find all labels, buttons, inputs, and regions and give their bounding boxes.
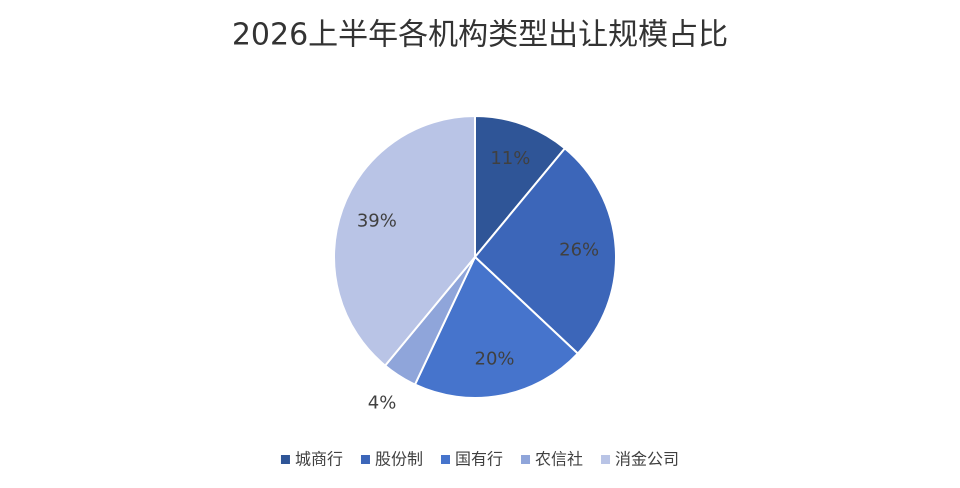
legend-label: 农信社 [535, 450, 583, 469]
chart-title: 2026上半年各机构类型出让规模占比 [232, 18, 728, 53]
data-label: 39% [357, 211, 397, 232]
data-label: 4% [368, 392, 397, 413]
data-label: 11% [490, 148, 530, 169]
legend-swatch [521, 455, 531, 464]
legend-label: 国有行 [455, 450, 503, 469]
data-label: 20% [475, 348, 515, 369]
pie-slice [333, 114, 476, 368]
pie-slice [413, 255, 580, 399]
data-label: 26% [559, 239, 599, 260]
legend-swatch [440, 455, 450, 464]
legend-label: 消金公司 [615, 450, 679, 469]
legend-label: 城商行 [295, 450, 343, 469]
legend-swatch [280, 455, 290, 464]
pie-slice [474, 114, 567, 260]
pie-slice [473, 146, 617, 355]
legend-swatch [360, 455, 370, 464]
legend-swatch [601, 455, 611, 464]
legend-label: 股份制 [375, 450, 423, 469]
